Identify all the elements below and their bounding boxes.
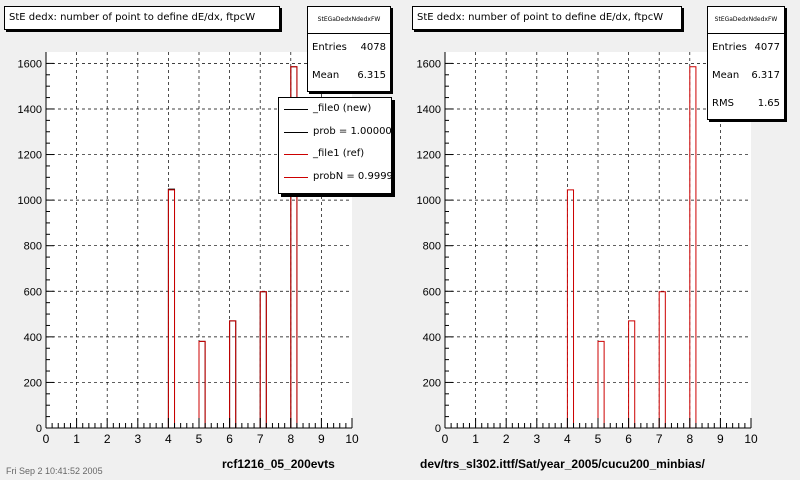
left-stats-mean-value: 6.315 xyxy=(357,70,386,81)
left-ytick-label-600: 600 xyxy=(24,286,42,298)
left-xtick-label-4: 4 xyxy=(165,432,172,446)
right-xtick-label-7: 7 xyxy=(656,432,663,446)
left-stats-box: StEGaDedxNdedxFW Entries 4078 Mean 6.315 xyxy=(307,6,391,92)
left-xtick-label-7: 7 xyxy=(257,432,264,446)
right-stats-mean-row: Mean 6.317 xyxy=(708,62,784,90)
right-xtick-label-4: 4 xyxy=(564,432,571,446)
right-ytick-label-600: 600 xyxy=(423,286,441,298)
legend-entry-file0: _file0 (new) xyxy=(279,98,391,121)
left-bar-s1-b0 xyxy=(167,189,176,428)
right-pad-subtitle: dev/trs_sl302.ittf/Sat/year_2005/cucu200… xyxy=(420,457,705,471)
legend-entry-file1: _file1 (ref) xyxy=(279,143,391,166)
legend-label-file1: _file1 (ref) xyxy=(313,148,365,159)
left-bar-s1-b1 xyxy=(198,340,206,428)
legend-entry-prob: prob = 1.000000 xyxy=(279,121,391,144)
right-plot: 0 200 400 600 800 1000 1200 1400 1600 0 1 2 3 4 5 6 7 8 9 1… xyxy=(417,52,758,446)
right-stats-rms-value: 1.65 xyxy=(757,98,780,109)
left-stats-entries-value: 4078 xyxy=(360,42,386,53)
legend-label-prob: prob = 1.000000 xyxy=(313,125,392,137)
footer-timestamp: Fri Sep 2 10:41:52 2005 xyxy=(6,466,103,476)
left-bar-s1-b4 xyxy=(290,66,298,428)
left-ytick-label-1400: 1400 xyxy=(18,104,42,116)
right-ytick-label-400: 400 xyxy=(423,332,441,344)
left-pad-subtitle: rcf1216_05_200evts xyxy=(222,457,335,471)
left-stats-entries-row: Entries 4078 xyxy=(308,34,390,62)
left-ytick-label-1200: 1200 xyxy=(18,150,42,162)
left-ytick-label-1000: 1000 xyxy=(18,195,42,207)
right-bar-s0-b4 xyxy=(689,66,697,428)
left-stats-name: StEGaDedxNdedxFW xyxy=(308,7,390,34)
right-xtick-label-0: 0 xyxy=(442,432,449,446)
legend-entry-probn: probN = 0.999968 xyxy=(279,166,391,189)
right-xtick-label-10: 10 xyxy=(744,432,758,446)
right-stats-entries-value: 4077 xyxy=(754,42,780,53)
legend-label-probn: probN = 0.999968 xyxy=(313,170,392,182)
right-bar-s0-b1 xyxy=(597,340,605,428)
legend-swatch-file1 xyxy=(284,154,308,155)
left-xtick-label-1: 1 xyxy=(73,432,80,446)
left-stats-mean-row: Mean 6.315 xyxy=(308,62,390,90)
left-bar-s1-b2 xyxy=(229,320,237,428)
right-stats-box: StEGaDedxNdedxFW Entries 4077 Mean 6.317… xyxy=(707,6,785,120)
legend-swatch-prob xyxy=(284,131,308,133)
left-xtick-label-6: 6 xyxy=(226,432,233,446)
right-xtick-label-5: 5 xyxy=(595,432,602,446)
left-bar-s1-b3 xyxy=(259,291,267,428)
right-pad-title: StE dedx: number of point to define dE/d… xyxy=(412,6,682,30)
left-pad-title-text: StE dedx: number of point to define dE/d… xyxy=(9,12,256,23)
right-stats-rms-label: RMS xyxy=(712,98,734,109)
right-xtick-label-2: 2 xyxy=(503,432,510,446)
left-ytick-label-200: 200 xyxy=(24,377,42,389)
right-xtick-label-1: 1 xyxy=(472,432,479,446)
right-stats-name: StEGaDedxNdedxFW xyxy=(708,7,784,34)
right-stats-entries-label: Entries xyxy=(712,42,747,53)
left-ytick-label-800: 800 xyxy=(24,241,42,253)
right-bar-s0-b2 xyxy=(628,320,636,428)
right-ytick-label-0: 0 xyxy=(435,423,441,435)
right-stats-entries-row: Entries 4077 xyxy=(708,34,784,62)
left-ytick-label-0: 0 xyxy=(36,423,42,435)
right-bar-s0-b0 xyxy=(566,189,575,428)
left-stats-entries-label: Entries xyxy=(312,42,347,53)
left-xtick-label-0: 0 xyxy=(43,432,50,446)
right-ytick-label-1000: 1000 xyxy=(417,195,441,207)
left-legend: _file0 (new) prob = 1.000000 _file1 (ref… xyxy=(278,97,392,194)
right-ytick-label-200: 200 xyxy=(423,377,441,389)
right-ytick-label-1600: 1600 xyxy=(417,58,441,70)
right-pad-title-text: StE dedx: number of point to define dE/d… xyxy=(417,12,664,23)
right-stats-mean-label: Mean xyxy=(712,70,740,81)
left-ytick-label-1600: 1600 xyxy=(18,58,42,70)
legend-label-file0: _file0 (new) xyxy=(313,103,372,114)
right-xtick-label-8: 8 xyxy=(686,432,693,446)
legend-swatch-file0 xyxy=(284,109,308,110)
right-xtick-label-6: 6 xyxy=(625,432,632,446)
left-xtick-label-8: 8 xyxy=(287,432,294,446)
right-xtick-label-3: 3 xyxy=(533,432,540,446)
right-ytick-label-800: 800 xyxy=(423,241,441,253)
right-bar-s0-b3 xyxy=(658,291,666,428)
left-xtick-label-9: 9 xyxy=(318,432,325,446)
left-pad-title: StE dedx: number of point to define dE/d… xyxy=(4,6,280,30)
right-stats-mean-value: 6.317 xyxy=(751,70,780,81)
right-ytick-label-1200: 1200 xyxy=(417,150,441,162)
legend-swatch-probn xyxy=(284,176,308,178)
left-xtick-label-10: 10 xyxy=(345,432,359,446)
left-xtick-label-5: 5 xyxy=(196,432,203,446)
left-xtick-label-3: 3 xyxy=(134,432,141,446)
left-xtick-label-2: 2 xyxy=(104,432,111,446)
right-xtick-label-9: 9 xyxy=(717,432,724,446)
right-ytick-label-1400: 1400 xyxy=(417,104,441,116)
left-stats-mean-label: Mean xyxy=(312,70,340,81)
right-stats-rms-row: RMS 1.65 xyxy=(708,90,784,118)
left-ytick-label-400: 400 xyxy=(24,332,42,344)
